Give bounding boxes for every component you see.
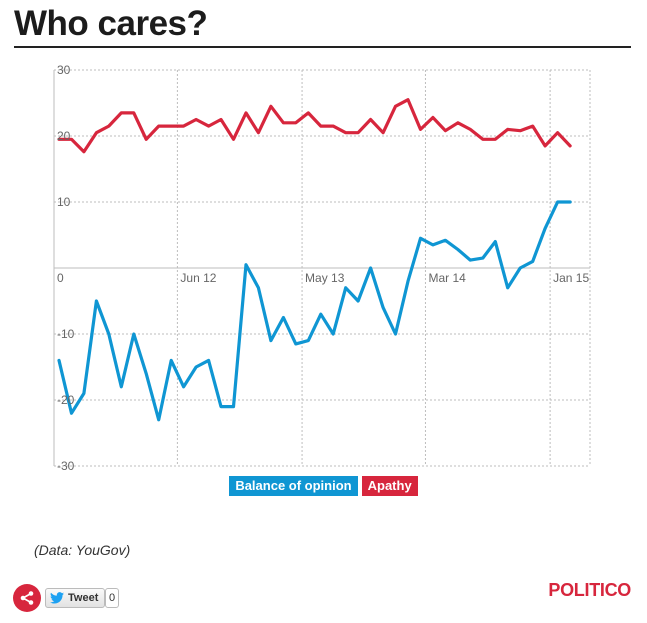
chart-title: Who cares?: [14, 4, 208, 43]
tweet-count: 0: [105, 588, 120, 608]
title-divider: [14, 46, 631, 48]
share-button[interactable]: [13, 584, 41, 612]
series-line-apathy: [57, 98, 572, 154]
y-tick-label: -20: [57, 393, 75, 407]
y-tick-label: -10: [57, 327, 75, 341]
y-tick-label: 10: [57, 195, 71, 209]
politico-logo: POLITICO: [548, 580, 631, 600]
x-tick-label: 0: [57, 271, 64, 285]
share-icon: [20, 591, 34, 605]
series-lines: [57, 98, 572, 422]
tweet-label: Tweet: [68, 592, 99, 604]
series-line-balance-of-opinion: [57, 200, 572, 422]
x-tick-label: Jun 12: [180, 271, 216, 285]
legend-item-balance-of-opinion[interactable]: Balance of opinion: [229, 476, 358, 496]
tick-labels: 30 20 10 -10 -20 -30 0 Jun 12 May 13 Mar 14 Jan 15: [57, 63, 589, 472]
y-tick-label: 20: [57, 129, 71, 143]
legend: Balance of opinion Apathy: [0, 476, 647, 496]
line-chart: 30 20 10 -10 -20 -30 0 Jun 12 May 13 Mar 14 Jan 15: [53, 63, 591, 472]
gridlines: [53, 69, 591, 467]
source-note: (Data: YouGov): [34, 542, 131, 558]
twitter-bird-icon: [50, 592, 64, 604]
tweet-button[interactable]: Tweet: [45, 588, 106, 608]
x-tick-label: Jan 15: [553, 271, 589, 285]
x-tick-label: May 13: [305, 271, 345, 285]
legend-item-apathy[interactable]: Apathy: [361, 476, 418, 496]
y-tick-label: 30: [57, 63, 71, 77]
y-tick-label: -30: [57, 459, 75, 472]
x-tick-label: Mar 14: [428, 271, 466, 285]
